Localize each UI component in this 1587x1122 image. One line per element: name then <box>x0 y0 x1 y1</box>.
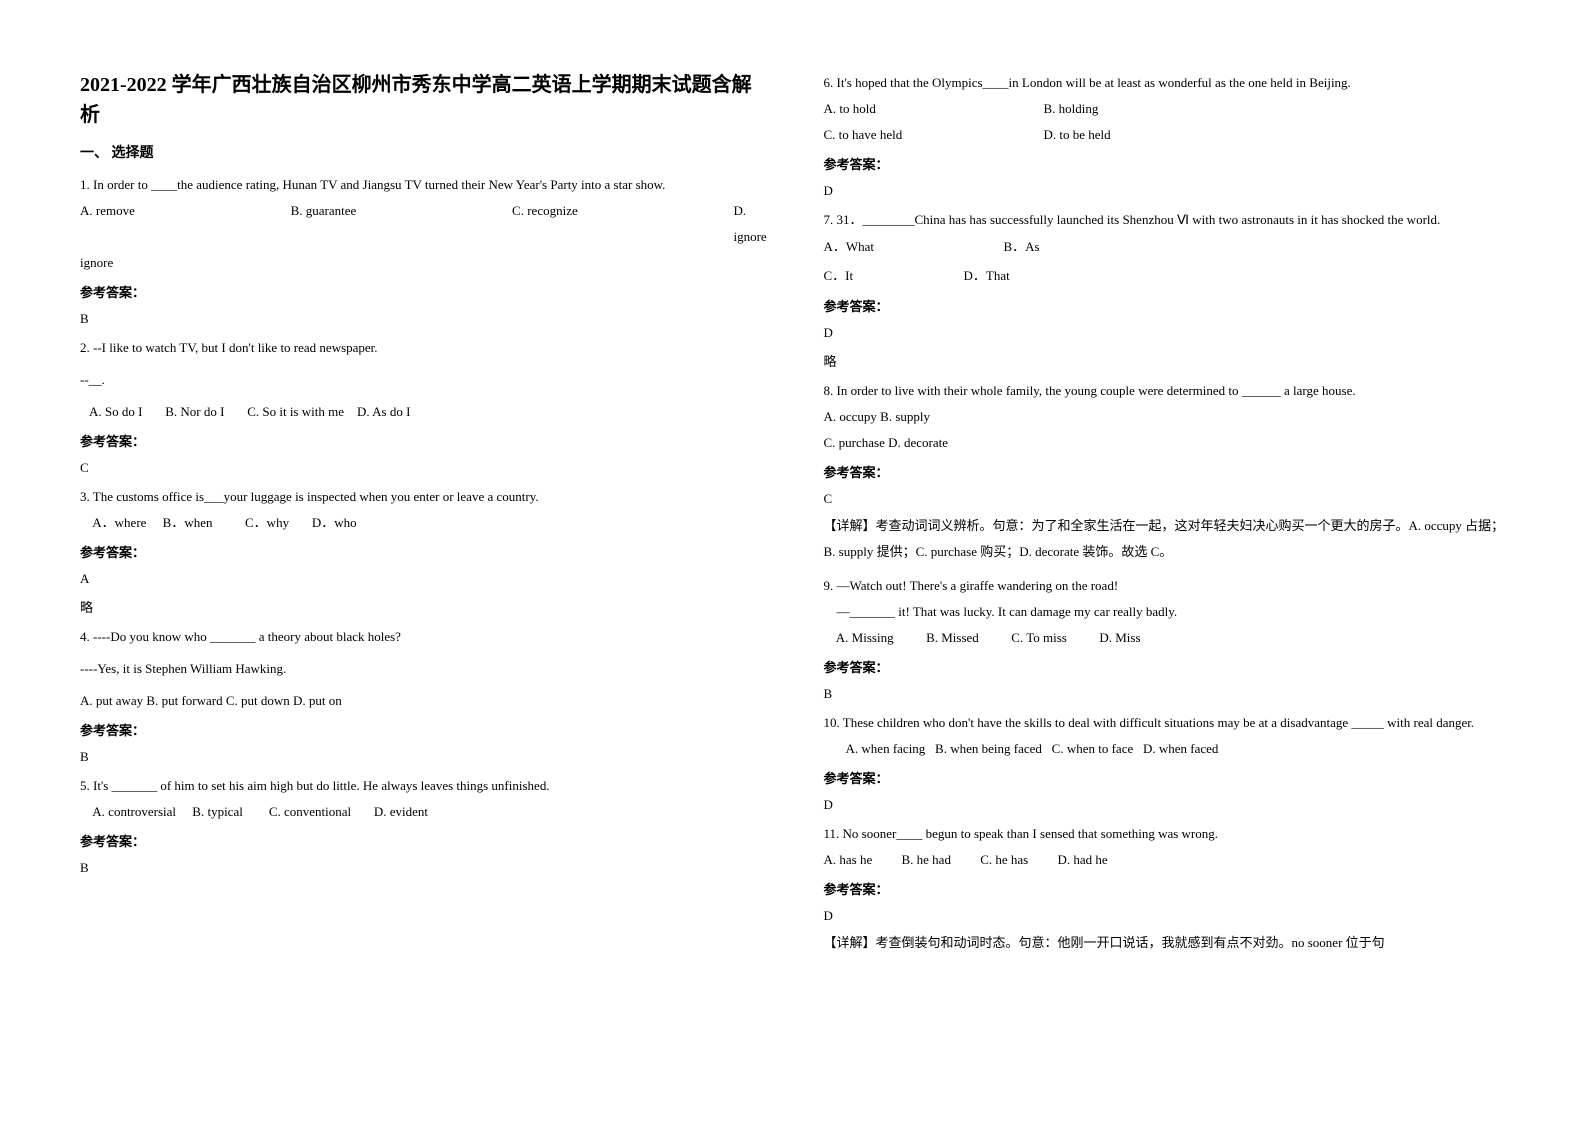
option-d: D．That <box>964 262 1010 291</box>
right-column: 6. It's hoped that the Olympics____in Lo… <box>794 70 1538 1092</box>
option-a: A. to hold <box>824 96 1044 122</box>
option-b: B．As <box>1004 233 1040 262</box>
answer: C <box>80 460 764 476</box>
answer: A <box>80 571 764 587</box>
answer: D <box>824 183 1508 199</box>
answer: D <box>824 908 1508 924</box>
option-a: A．What <box>824 233 1004 262</box>
answer-extra: 略 <box>80 597 764 616</box>
question-options: A．WhatB．As C．ItD．That <box>824 233 1508 290</box>
question-options: A. when facing B. when being faced C. wh… <box>824 736 1508 762</box>
question-text: 7. 31．________China has has successfully… <box>824 207 1508 233</box>
answer: B <box>80 311 764 327</box>
left-column: 2021-2022 学年广西壮族自治区柳州市秀东中学高二英语上学期期末试题含解析… <box>50 70 794 1092</box>
question-text: 3. The customs office is___your luggage … <box>80 484 764 510</box>
question-1: 1. In order to ____the audience rating, … <box>80 172 764 276</box>
answer-label: 参考答案： <box>824 296 1508 315</box>
option-d: D. ignore <box>733 198 763 250</box>
question-options: A. to holdB. holding C. to have heldD. t… <box>824 96 1508 148</box>
question-options: A. put away B. put forward C. put down D… <box>80 688 764 714</box>
answer: B <box>80 860 764 876</box>
question-options: A. controversial B. typical C. conventio… <box>80 799 764 825</box>
answer: B <box>824 686 1508 702</box>
answer-extra: 略 <box>824 351 1508 370</box>
question-5: 5. It's _______ of him to set his aim hi… <box>80 773 764 825</box>
answer-label: 参考答案： <box>80 720 764 739</box>
answer: D <box>824 325 1508 341</box>
question-text: 1. In order to ____the audience rating, … <box>80 172 764 198</box>
question-text-2: —_______ it! That was lucky. It can dama… <box>824 599 1508 625</box>
answer-label: 参考答案： <box>80 431 764 450</box>
question-4: 4. ----Do you know who _______ a theory … <box>80 624 764 714</box>
answer-label: 参考答案： <box>824 154 1508 173</box>
option-d: D. to be held <box>1044 122 1111 148</box>
question-text-2: --__. <box>80 367 764 393</box>
question-2: 2. --I like to watch TV, but I don't lik… <box>80 335 764 425</box>
question-options: A. remove B. guarantee C. recognize D. i… <box>80 198 764 250</box>
question-options: A. has he B. he had C. he has D. had he <box>824 847 1508 873</box>
answer-label: 参考答案： <box>824 768 1508 787</box>
option-c: C. to have held <box>824 122 1044 148</box>
option-b: B. guarantee <box>291 198 357 250</box>
option-a: A. remove <box>80 198 135 250</box>
question-options: A. So do I B. Nor do I C. So it is with … <box>80 399 764 425</box>
answer-label: 参考答案： <box>80 282 764 301</box>
question-text: 10. These children who don't have the sk… <box>824 710 1508 736</box>
question-options-2: C. purchase D. decorate <box>824 430 1508 456</box>
answer-label: 参考答案： <box>824 462 1508 481</box>
answer: D <box>824 797 1508 813</box>
explanation: 【详解】考查动词词义辨析。句意：为了和全家生活在一起，这对年轻夫妇决心购买一个更… <box>824 513 1508 565</box>
question-10: 10. These children who don't have the sk… <box>824 710 1508 762</box>
answer-label: 参考答案： <box>824 657 1508 676</box>
option-b: B. holding <box>1044 96 1099 122</box>
question-text: 11. No sooner____ begun to speak than I … <box>824 821 1508 847</box>
question-8: 8. In order to live with their whole fam… <box>824 378 1508 456</box>
answer-label: 参考答案： <box>80 831 764 850</box>
question-text: 2. --I like to watch TV, but I don't lik… <box>80 335 764 361</box>
option-d-continued: ignore <box>80 250 764 276</box>
question-11: 11. No sooner____ begun to speak than I … <box>824 821 1508 873</box>
question-text: 4. ----Do you know who _______ a theory … <box>80 624 764 650</box>
question-7: 7. 31．________China has has successfully… <box>824 207 1508 290</box>
question-9: 9. —Watch out! There's a giraffe wanderi… <box>824 573 1508 651</box>
question-options-1: A. occupy B. supply <box>824 404 1508 430</box>
question-text: 5. It's _______ of him to set his aim hi… <box>80 773 764 799</box>
answer-label: 参考答案： <box>80 542 764 561</box>
exam-title: 2021-2022 学年广西壮族自治区柳州市秀东中学高二英语上学期期末试题含解析 <box>80 70 764 130</box>
answer-label: 参考答案： <box>824 879 1508 898</box>
section-header: 一、 选择题 <box>80 142 764 162</box>
question-options: A．where B．when C．why D．who <box>80 510 764 536</box>
question-text-2: ----Yes, it is Stephen William Hawking. <box>80 656 764 682</box>
question-3: 3. The customs office is___your luggage … <box>80 484 764 536</box>
option-c: C．It <box>824 262 964 291</box>
answer: B <box>80 749 764 765</box>
question-6: 6. It's hoped that the Olympics____in Lo… <box>824 70 1508 148</box>
explanation: 【详解】考查倒装句和动词时态。句意：他刚一开口说话，我就感到有点不对劲。no s… <box>824 930 1508 956</box>
question-text: 6. It's hoped that the Olympics____in Lo… <box>824 70 1508 96</box>
answer: C <box>824 491 1508 507</box>
question-text: 9. —Watch out! There's a giraffe wanderi… <box>824 573 1508 599</box>
question-options: A. Missing B. Missed C. To miss D. Miss <box>824 625 1508 651</box>
question-text: 8. In order to live with their whole fam… <box>824 378 1508 404</box>
option-c: C. recognize <box>512 198 578 250</box>
